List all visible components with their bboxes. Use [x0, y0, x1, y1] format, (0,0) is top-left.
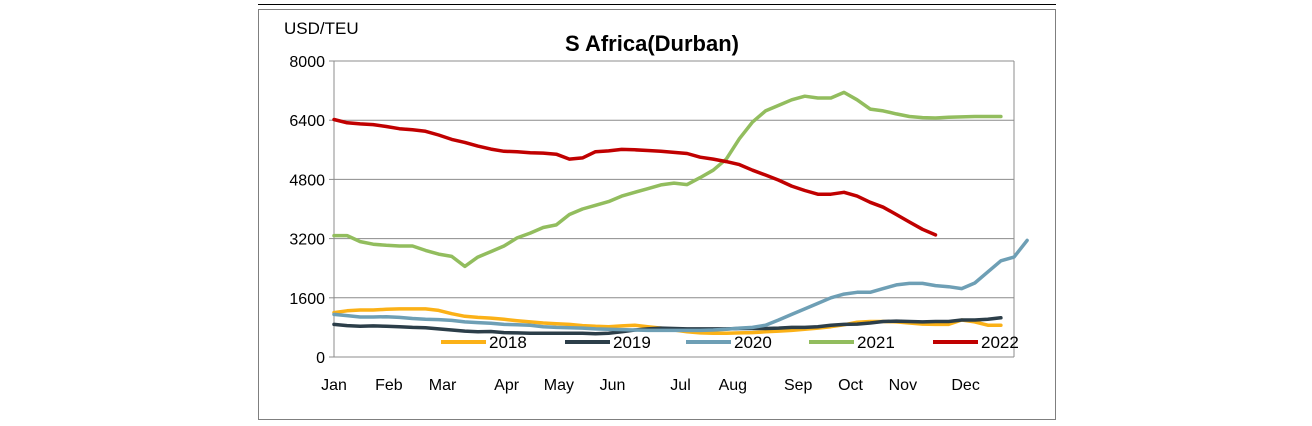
y-tick-label: 8000	[289, 54, 325, 71]
legend-label-2018: 2018	[489, 333, 527, 352]
series-line-2020	[332, 238, 1029, 333]
y-tick-label: 1600	[289, 291, 325, 308]
y-tick-label: 4800	[289, 172, 325, 189]
x-tick-label-jul: Jul	[670, 377, 690, 394]
x-tick-label-aug: Aug	[719, 377, 747, 394]
legend-label-2020: 2020	[734, 333, 772, 352]
chart-title: S Africa(Durban)	[565, 31, 739, 56]
series-line-2021	[332, 90, 1003, 269]
x-tick-label-oct: Oct	[838, 377, 863, 394]
x-tick-label-may: May	[544, 377, 574, 394]
x-tick-label-jan: Jan	[321, 377, 347, 394]
chart-frame	[258, 9, 1056, 420]
y-tick-label: 0	[316, 350, 325, 367]
x-tick-label-apr: Apr	[494, 377, 520, 394]
x-tick-label-sep: Sep	[784, 377, 813, 394]
legend-label-2021: 2021	[857, 333, 895, 352]
x-tick-label-jun: Jun	[600, 377, 626, 394]
x-tick-label-feb: Feb	[375, 377, 403, 394]
y-tick-label: 3200	[289, 232, 325, 249]
y-axis-unit: USD/TEU	[284, 19, 359, 38]
y-tick-label: 6400	[289, 113, 325, 130]
legend-label-2022: 2022	[981, 333, 1019, 352]
top-rule	[258, 4, 1056, 5]
x-tick-label-nov: Nov	[889, 377, 917, 394]
series-line-2019	[332, 316, 1003, 336]
x-tick-label-dec: Dec	[951, 377, 979, 394]
legend-label-2019: 2019	[613, 333, 651, 352]
x-tick-label-mar: Mar	[429, 377, 457, 394]
series-line-2022	[332, 117, 938, 237]
